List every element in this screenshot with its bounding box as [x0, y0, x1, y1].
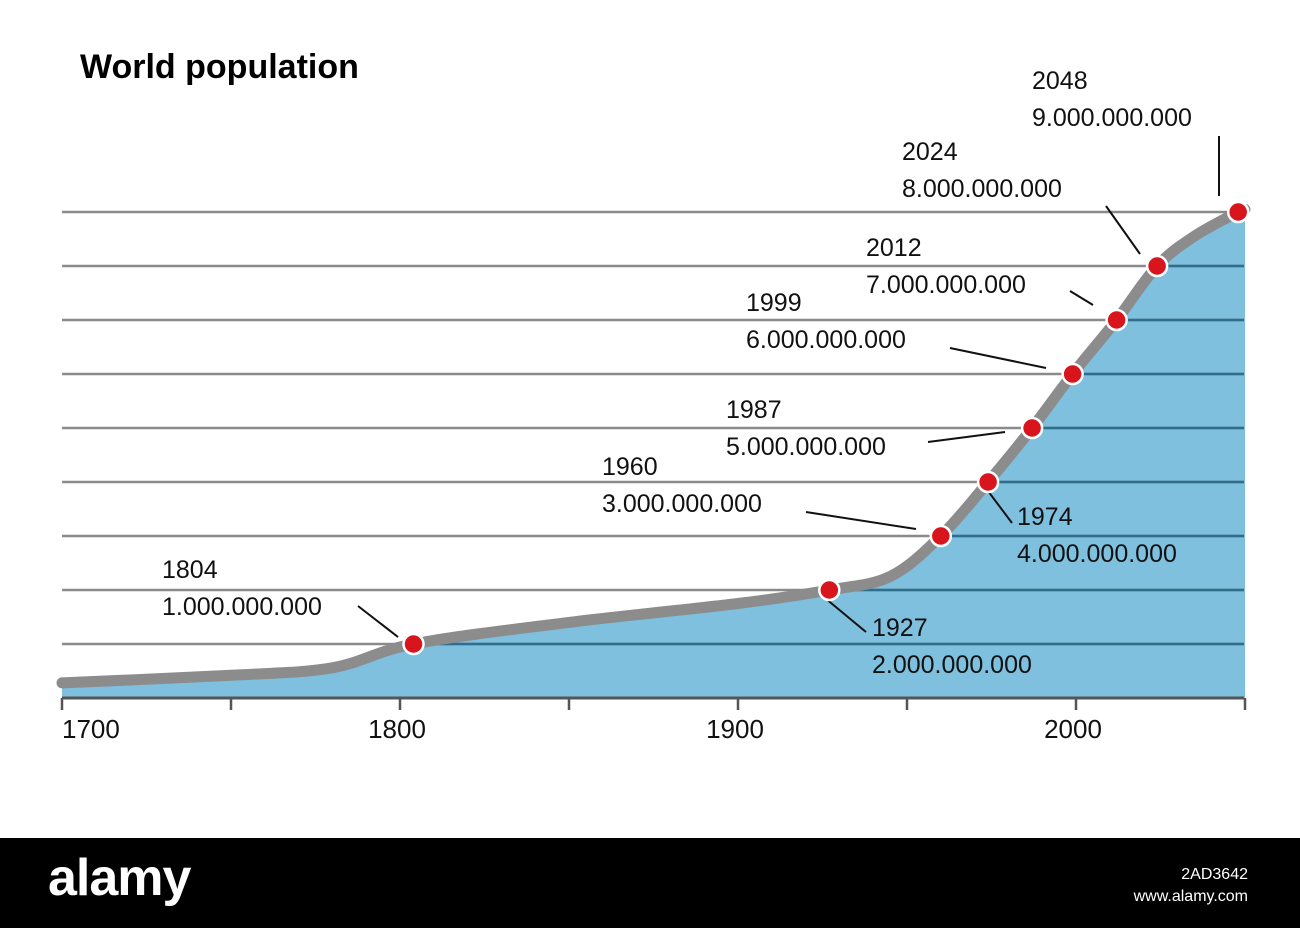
milestone-year-label: 2048 [1032, 67, 1088, 95]
leader-line-1960 [805, 511, 917, 530]
milestone-value-label: 4.000.000.000 [1017, 540, 1177, 568]
leader-line-2012 [1069, 290, 1094, 306]
milestone-markers [402, 200, 1250, 656]
milestone-marker-2024 [1145, 254, 1169, 278]
milestone-marker-1999 [1061, 362, 1084, 386]
milestone-year-label: 1960 [602, 453, 658, 481]
milestone-marker-1960 [929, 524, 953, 548]
x-tick-label: 2000 [1044, 714, 1102, 744]
milestone-value-label: 2.000.000.000 [872, 651, 1032, 679]
leader-line-1999 [949, 347, 1047, 369]
milestone-marker-1987 [1020, 416, 1044, 440]
milestone-value-label: 3.000.000.000 [602, 490, 762, 518]
population-chart: World population 1700 1800 1900 2000 1804 1.… [56, 48, 1251, 744]
milestone-year-label: 1987 [726, 396, 782, 424]
milestone-marker-2012 [1105, 308, 1128, 332]
leader-line-1987 [927, 431, 1006, 443]
milestone-year-label: 2024 [902, 138, 958, 166]
footer-image-info: 2AD3642 www.alamy.com [1134, 864, 1248, 908]
population-area [62, 209, 1245, 698]
milestone-marker-1974 [976, 470, 1000, 494]
milestone-year-label: 1974 [1017, 503, 1073, 531]
x-tick-label: 1800 [368, 714, 426, 744]
x-tick-label: 1900 [706, 714, 764, 744]
milestone-marker-2048 [1226, 200, 1250, 224]
milestone-year-label: 2012 [866, 234, 922, 262]
milestone-year-label: 1927 [872, 614, 928, 642]
milestone-value-label: 7.000.000.000 [866, 271, 1026, 299]
x-tick-label: 1700 [62, 714, 120, 744]
footer-logo: alamy [48, 849, 191, 907]
gridlines [62, 210, 1244, 646]
milestone-value-label: 5.000.000.000 [726, 433, 886, 461]
milestone-year-label: 1804 [162, 556, 218, 584]
milestone-value-label: 6.000.000.000 [746, 326, 906, 354]
footer-image-id: 2AD3642 [1181, 866, 1248, 883]
milestone-value-label: 1.000.000.000 [162, 593, 322, 621]
milestone-labels: 1804 1.000.000.000 1927 2.000.000.000 1960 3.… [162, 67, 1192, 679]
x-axis: 1700 1800 1900 2000 [60, 696, 1247, 744]
leader-line-1974 [987, 490, 1013, 524]
milestone-marker-1804 [402, 632, 425, 656]
milestone-marker-1927 [818, 578, 841, 602]
area-layer [62, 209, 1245, 698]
milestone-year-label: 1999 [746, 289, 802, 317]
annotation-leaders [357, 136, 1220, 638]
chart-title: World population [80, 48, 359, 86]
leader-line-1804 [357, 605, 399, 638]
milestone-value-label: 8.000.000.000 [902, 175, 1062, 203]
leader-line-1927 [824, 597, 867, 633]
milestone-value-label: 9.000.000.000 [1032, 104, 1192, 132]
leader-line-2024 [1105, 205, 1141, 255]
watermark-footer: alamy 2AD3642 www.alamy.com [0, 838, 1300, 928]
footer-site: www.alamy.com [1133, 888, 1248, 905]
